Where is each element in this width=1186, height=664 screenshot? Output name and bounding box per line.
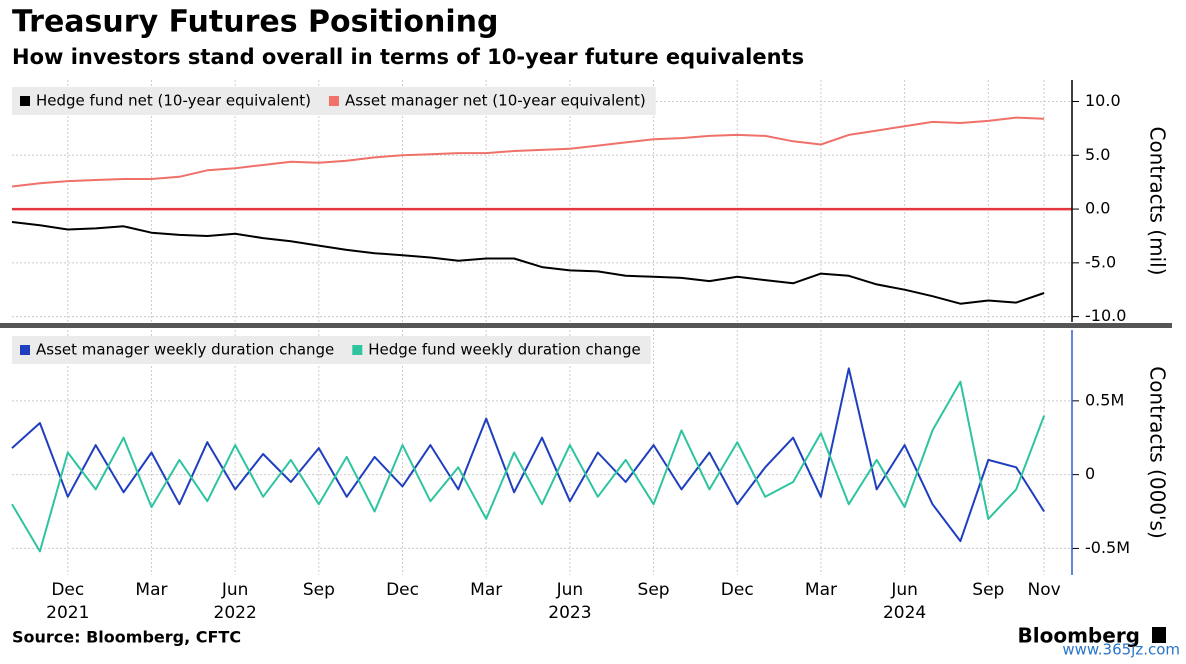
series-line (11, 221, 1045, 305)
legend-swatch (328, 96, 339, 106)
x-tick-label: Mar (135, 580, 167, 600)
x-tick-label: Dec (386, 580, 419, 600)
legend-label: Asset manager weekly duration change (36, 341, 334, 359)
x-tick-label: Dec (721, 580, 754, 600)
x-year-label: 2024 (883, 603, 926, 623)
panel-separator (0, 323, 1172, 328)
watermark: www.365jz.com (1062, 641, 1180, 659)
x-tick-label: Sep (303, 580, 335, 600)
legend-label: Asset manager net (10-year equivalent) (345, 92, 646, 110)
x-tick-label: Jun (556, 580, 584, 600)
x-tick-label: Sep (972, 580, 1004, 600)
series-line (11, 367, 1045, 543)
y-tick-label: 0.0 (1085, 199, 1110, 218)
x-tick-label: Dec (51, 580, 84, 600)
title: Treasury Futures Positioning (12, 5, 499, 40)
y-tick-label: 10.0 (1085, 91, 1121, 110)
legend-background (12, 336, 651, 364)
y-axis-title: Contracts (mil) (1146, 126, 1170, 275)
brand: Bloomberg (1018, 624, 1140, 648)
x-tick-label: Jun (890, 580, 918, 600)
x-year-label: 2022 (214, 603, 257, 623)
source: Source: Bloomberg, CFTC (12, 628, 241, 647)
x-tick-label: Nov (1028, 580, 1061, 600)
y-tick-label: 5.0 (1085, 145, 1110, 164)
brand-icon (1152, 627, 1166, 643)
series-line (11, 116, 1045, 188)
y-tick-label: 0.5M (1085, 390, 1124, 409)
subtitle: How investors stand overall in terms of … (12, 45, 804, 69)
legend-swatch (20, 96, 30, 106)
y-tick-label: -5.0 (1085, 252, 1116, 271)
x-tick-label: Jun (221, 580, 249, 600)
legend-swatch (20, 345, 30, 355)
legend-swatch (352, 345, 363, 355)
y-axis-title: Contracts (000's) (1146, 366, 1170, 539)
y-tick-label: 0 (1085, 464, 1095, 483)
x-tick-label: Mar (470, 580, 502, 600)
x-year-label: 2021 (46, 603, 89, 623)
y-tick-label: -0.5M (1085, 538, 1130, 557)
legend-label: Hedge fund net (10-year equivalent) (36, 92, 311, 110)
series-line (11, 380, 1046, 553)
x-tick-label: Sep (638, 580, 670, 600)
x-tick-label: Mar (805, 580, 837, 600)
legend-label: Hedge fund weekly duration change (368, 341, 640, 359)
y-tick-label: -10.0 (1085, 306, 1126, 325)
x-year-label: 2023 (548, 603, 591, 623)
